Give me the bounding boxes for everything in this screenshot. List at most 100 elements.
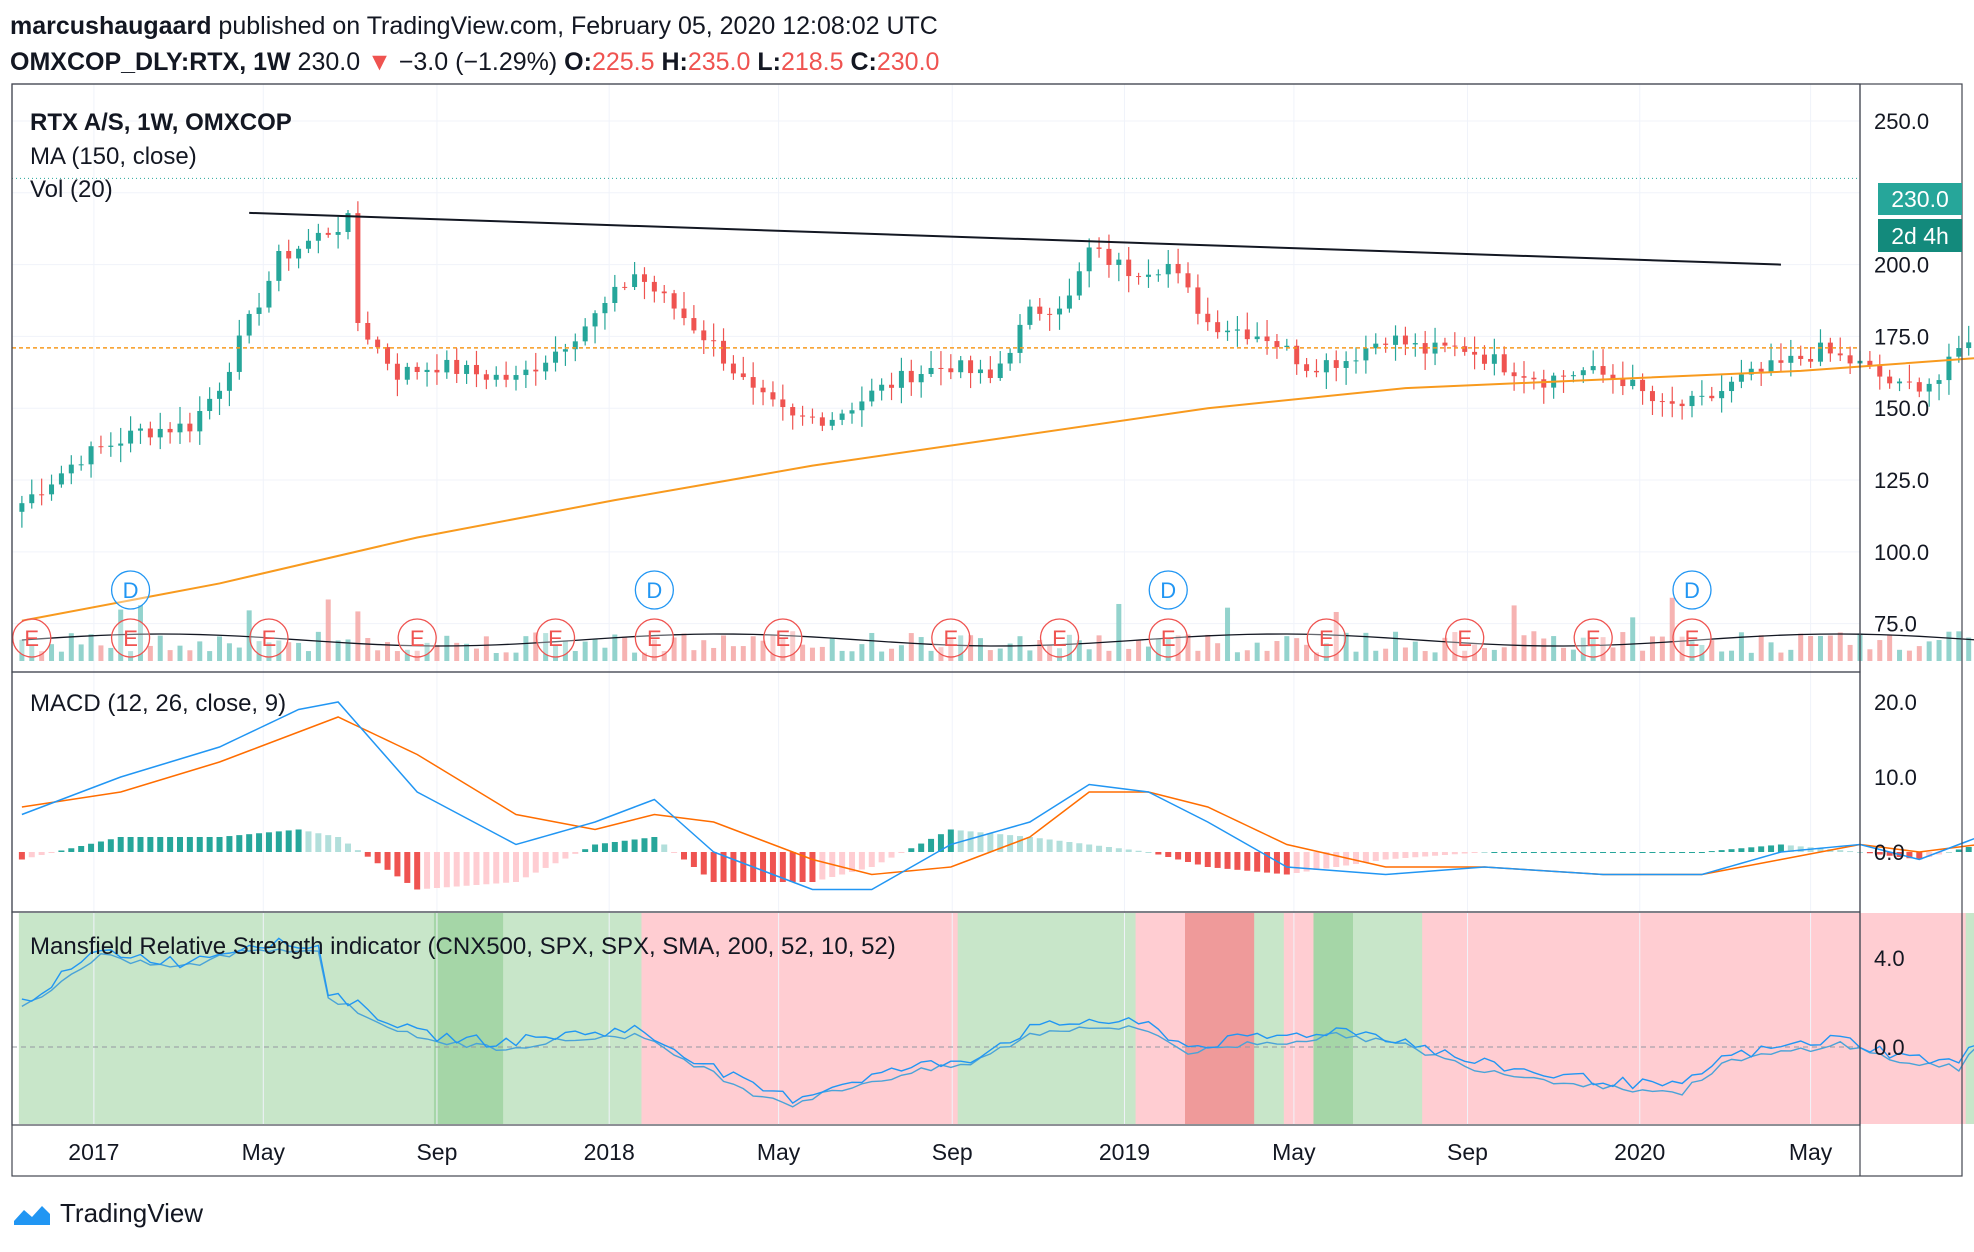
macd-histogram-bar xyxy=(147,837,154,852)
volume-bar xyxy=(296,642,302,661)
candle-body xyxy=(385,347,391,364)
candle-body xyxy=(760,387,766,393)
candle-body xyxy=(859,401,865,411)
overlay-layer xyxy=(12,177,1974,622)
candle-body xyxy=(721,340,727,364)
time-tick-label: May xyxy=(1789,1139,1833,1165)
volume-bar xyxy=(997,648,1003,661)
macd-histogram-bar xyxy=(858,852,865,870)
macd-histogram-bar xyxy=(572,852,579,854)
volume-bar xyxy=(58,651,64,661)
macd-histogram-bar xyxy=(295,829,302,852)
volume-bar xyxy=(1600,637,1606,661)
macd-tick-label: 10.0 xyxy=(1874,765,1917,790)
rs-zone xyxy=(1965,913,1974,1124)
macd-histogram-bar xyxy=(671,852,678,853)
candle-body xyxy=(1363,348,1369,361)
macd-histogram-bar xyxy=(799,852,806,882)
macd-histogram-bar xyxy=(1768,845,1775,852)
time-tick-label: Sep xyxy=(416,1139,457,1165)
footer-brand[interactable]: TradingView xyxy=(12,1198,203,1229)
volume-ma-line xyxy=(21,633,1974,647)
candle-body xyxy=(483,374,489,380)
candle-body xyxy=(582,326,588,342)
time-tick-label: Sep xyxy=(1447,1139,1488,1165)
macd-histogram-bar xyxy=(404,852,411,883)
volume-bar xyxy=(167,650,173,661)
volume-bar xyxy=(572,650,578,661)
candle-body xyxy=(1383,343,1389,345)
macd-histogram-bar xyxy=(1204,852,1211,867)
rs-zone xyxy=(433,913,510,1124)
macd-histogram-bar xyxy=(592,844,599,852)
macd-histogram-bar xyxy=(1333,852,1340,867)
macd-histogram-bar xyxy=(641,838,648,852)
price-tick-label: 150.0 xyxy=(1874,396,1929,421)
legend-mansfield[interactable]: Mansfield Relative Strength indicator (C… xyxy=(30,933,896,960)
volume-bar xyxy=(493,652,499,661)
macd-histogram-bar xyxy=(414,852,421,890)
macd-histogram-bar xyxy=(987,833,994,852)
volume-bar xyxy=(1570,649,1576,661)
author-name[interactable]: marcushaugaard xyxy=(10,12,212,40)
candle-body xyxy=(918,374,924,383)
down-arrow-icon: ▼ xyxy=(367,48,392,76)
macd-histogram-bar xyxy=(1066,842,1073,852)
macd-histogram-bar xyxy=(1234,852,1241,870)
macd-histogram-bar xyxy=(1708,851,1715,853)
candle-body xyxy=(1353,360,1359,362)
candle-body xyxy=(800,415,806,417)
time-tick-label: May xyxy=(757,1139,801,1165)
volume-bar xyxy=(1946,631,1952,661)
dividend-marker xyxy=(634,570,675,610)
candle-body xyxy=(1916,382,1922,392)
volume-bar xyxy=(157,635,163,661)
legend-ma[interactable]: MA (150, close) xyxy=(30,143,197,170)
volume-bar xyxy=(780,637,786,661)
dividend-marker-label: D xyxy=(646,578,662,603)
axes-layer: 250.0 200.0 175.0 150.0 125.0 100.0 75.0 20.0 10… xyxy=(68,109,1929,1165)
earnings-marker-label: E xyxy=(1161,626,1176,651)
candle-body xyxy=(325,232,331,235)
macd-signal-line xyxy=(21,716,1974,876)
legend-macd[interactable]: MACD (12, 26, close, 9) xyxy=(30,690,286,717)
macd-histogram-bar xyxy=(1491,852,1498,853)
candle-layer[interactable] xyxy=(19,138,1974,528)
earnings-marker xyxy=(1306,618,1347,658)
symbol-label[interactable]: OMXCOP_DLY:RTX, 1W xyxy=(10,48,291,76)
volume-bar xyxy=(464,643,470,661)
volume-bar xyxy=(1383,648,1389,661)
volume-bar xyxy=(1007,643,1013,661)
volume-bar xyxy=(1906,650,1912,661)
macd-histogram-bar xyxy=(117,837,124,852)
volume-bar xyxy=(1037,639,1043,661)
macd-histogram-bar xyxy=(1145,852,1152,853)
volume-bar xyxy=(1304,644,1310,661)
candle-body xyxy=(1412,343,1418,345)
earnings-marker-label: E xyxy=(410,626,425,651)
volume-bar xyxy=(829,637,835,661)
macd-histogram-bar xyxy=(532,852,539,873)
candle-body xyxy=(1047,313,1053,315)
volume-bar xyxy=(187,650,193,661)
candle-body xyxy=(839,413,845,420)
event-layer[interactable]: E E E E E E E E E E E E E ED D D D xyxy=(12,570,1712,658)
volume-bar xyxy=(266,642,272,661)
legend-title[interactable]: RTX A/S, 1W, OMXCOP xyxy=(30,109,292,136)
macd-histogram-bar xyxy=(354,850,361,852)
volume-bar xyxy=(1966,637,1972,661)
volume-bar xyxy=(513,652,519,661)
candle-body xyxy=(928,367,934,375)
volume-bar xyxy=(1511,605,1517,661)
volume-bar xyxy=(1452,632,1458,661)
volume-bar xyxy=(217,636,223,661)
candle-body xyxy=(187,423,193,432)
macd-histogram-bar xyxy=(1659,852,1666,853)
volume-bar xyxy=(1541,638,1547,661)
legend-vol[interactable]: Vol (20) xyxy=(30,176,113,203)
macd-histogram-bar xyxy=(433,852,440,888)
rs-signal-line xyxy=(21,948,1974,1108)
volume-bar xyxy=(385,642,391,661)
candle-body xyxy=(177,423,183,433)
